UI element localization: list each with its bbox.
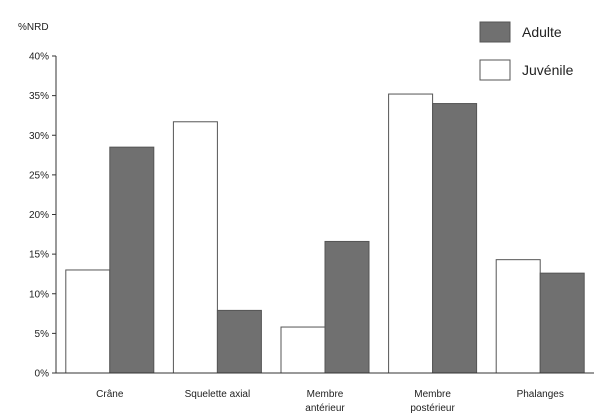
bar-adulte bbox=[216, 309, 262, 374]
bar-juvenile bbox=[65, 269, 111, 374]
bar-adulte bbox=[109, 146, 155, 374]
y-tick-label: 40% bbox=[29, 52, 49, 63]
y-tick-label: 10% bbox=[29, 289, 49, 300]
legend-swatch bbox=[479, 59, 511, 81]
bar-adulte bbox=[324, 240, 370, 374]
bar-juvenile bbox=[388, 93, 434, 374]
y-tick-label: 15% bbox=[29, 250, 49, 261]
x-axis: Crâne Squelette axial Membre antérieur Membr… bbox=[96, 389, 564, 414]
y-axis: 0% 5% 10% 15% 20% 25% 30% 35% 40% bbox=[29, 52, 56, 380]
bar-juvenile bbox=[172, 121, 218, 374]
y-tick-label: 0% bbox=[35, 369, 50, 380]
x-tick-label: Phalanges bbox=[517, 389, 564, 400]
bar-adulte bbox=[432, 103, 478, 374]
y-tick-label: 35% bbox=[29, 91, 49, 102]
y-tick-label: 25% bbox=[29, 170, 49, 181]
x-tick-label: Membre antérieur bbox=[305, 389, 345, 414]
x-tick-label: Crâne bbox=[96, 389, 124, 400]
x-tick-label: Membre postérieur bbox=[410, 389, 455, 414]
bars bbox=[65, 93, 585, 374]
bar-juvenile bbox=[495, 259, 541, 374]
axes bbox=[55, 56, 594, 374]
legend: Adulte Juvénile bbox=[479, 21, 574, 81]
y-axis-label: %NRD bbox=[18, 22, 49, 33]
legend-label: Juvénile bbox=[522, 62, 574, 78]
y-tick-label: 5% bbox=[35, 329, 50, 340]
legend-label: Adulte bbox=[522, 24, 562, 40]
bar-juvenile bbox=[280, 326, 326, 374]
y-tick-label: 20% bbox=[29, 210, 49, 221]
y-tick-label: 30% bbox=[29, 131, 49, 142]
x-tick-label: Squelette axial bbox=[185, 389, 251, 400]
bar-adulte bbox=[539, 272, 585, 374]
legend-swatch bbox=[479, 21, 511, 43]
